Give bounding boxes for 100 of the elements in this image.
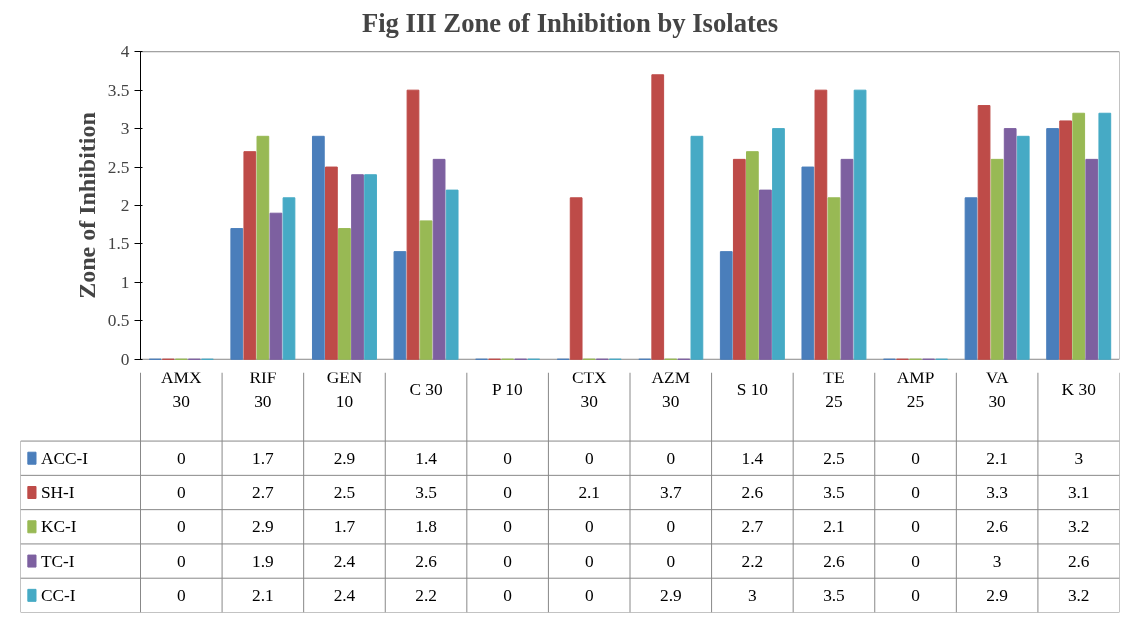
data-label: 0 <box>503 551 512 571</box>
data-label: 0 <box>911 483 920 502</box>
y-tick-label: 4 <box>120 42 130 62</box>
bar <box>964 197 978 360</box>
bar <box>1059 120 1073 360</box>
bar <box>840 158 854 360</box>
data-label: 0 <box>584 448 594 468</box>
data-label: 2.1 <box>578 483 601 502</box>
bar <box>1046 128 1059 360</box>
bar <box>256 135 270 360</box>
data-label: 3.5 <box>415 483 437 502</box>
bar <box>230 228 244 360</box>
data-label: 2.4 <box>333 585 356 605</box>
x-tick-label: C 30 <box>409 380 443 400</box>
data-label: 2.6 <box>415 551 438 571</box>
data-label: 2.1 <box>252 585 274 605</box>
data-label: 2.6 <box>986 517 1009 537</box>
bar <box>269 212 283 360</box>
data-label: 0 <box>666 551 676 571</box>
bar <box>732 158 746 360</box>
data-label: 2.9 <box>986 585 1008 605</box>
bar <box>325 166 338 360</box>
data-label: 2.7 <box>741 517 764 537</box>
bar <box>853 89 867 360</box>
bar <box>569 197 583 360</box>
bar <box>759 189 772 360</box>
bar <box>801 166 815 360</box>
bar <box>1085 158 1099 360</box>
bar <box>311 135 325 360</box>
bar <box>1072 112 1086 360</box>
bar <box>351 174 364 360</box>
data-label: 0 <box>503 483 512 502</box>
data-label: 3.5 <box>823 585 845 605</box>
data-label: 1.7 <box>333 517 356 537</box>
data-label: 2.9 <box>659 585 682 605</box>
data-label: 2.7 <box>252 483 275 502</box>
data-label: 3 <box>992 551 1002 571</box>
data-label: 2.9 <box>333 448 356 468</box>
y-tick-label: 2 <box>120 196 130 215</box>
chart-title: Fig III Zone of Inhibition by Isolates <box>361 7 779 38</box>
data-label: 1.7 <box>252 448 275 468</box>
data-label: 0 <box>503 517 512 537</box>
data-label: 0 <box>911 517 920 537</box>
y-tick-label: 0 <box>120 349 130 369</box>
bar <box>432 158 446 360</box>
data-label: 0 <box>176 483 186 502</box>
data-label: 2.2 <box>741 551 764 571</box>
data-label: 3.3 <box>986 483 1008 502</box>
data-label: 0 <box>666 448 676 468</box>
y-axis-title: Zone of Inhibition <box>73 112 100 299</box>
bar <box>406 89 420 360</box>
x-tick-label: K 30 <box>1061 380 1096 400</box>
data-label: 0 <box>666 517 676 537</box>
bar <box>651 74 665 360</box>
bar <box>338 228 351 360</box>
bar <box>445 189 459 360</box>
data-label: 2.5 <box>823 448 845 468</box>
y-tick-label: 0.5 <box>107 311 130 331</box>
legend-label: TC-I <box>40 551 75 571</box>
data-label: 0 <box>503 448 512 468</box>
bar <box>690 135 704 360</box>
data-label: 0 <box>911 551 920 571</box>
bar <box>814 89 828 360</box>
data-label: 1.8 <box>415 517 437 537</box>
legend-label: SH-I <box>40 483 75 502</box>
data-label: 0 <box>584 551 594 571</box>
y-tick-label: 3 <box>120 119 130 139</box>
data-label: 2.1 <box>823 517 845 537</box>
data-label: 2.1 <box>986 448 1008 468</box>
legend-label: ACC-I <box>40 448 89 468</box>
y-tick-label: 3.5 <box>107 80 130 100</box>
data-label: 2.9 <box>252 517 274 537</box>
bar <box>990 158 1004 360</box>
data-label: 2.4 <box>333 551 356 571</box>
x-tick-label: S 10 <box>736 380 769 400</box>
data-label: 3.2 <box>1067 517 1090 537</box>
data-label: 3 <box>1074 448 1084 468</box>
bar <box>393 251 407 360</box>
data-label: 0 <box>176 448 186 468</box>
data-label: 2.2 <box>415 585 437 605</box>
x-tick-label: P 10 <box>491 380 523 400</box>
data-label: 3.5 <box>823 483 845 502</box>
data-label: 2.6 <box>823 551 846 571</box>
bar <box>719 251 733 360</box>
data-label: 0 <box>911 585 920 605</box>
bar <box>1016 135 1030 360</box>
data-label: 3.2 <box>1067 585 1090 605</box>
bar <box>772 128 785 360</box>
data-label: 3.1 <box>1067 483 1090 502</box>
data-label: 3.7 <box>659 483 682 502</box>
data-label: 0 <box>503 585 512 605</box>
data-label: 2.5 <box>333 483 356 502</box>
data-label: 1.4 <box>415 448 438 468</box>
data-label: 0 <box>911 448 920 468</box>
bar <box>1098 112 1112 360</box>
data-label: 0 <box>176 517 186 537</box>
y-tick-label: 1 <box>120 272 130 292</box>
y-tick-label: 2.5 <box>107 157 130 177</box>
data-label: 1.4 <box>741 448 764 468</box>
bar <box>282 197 296 360</box>
